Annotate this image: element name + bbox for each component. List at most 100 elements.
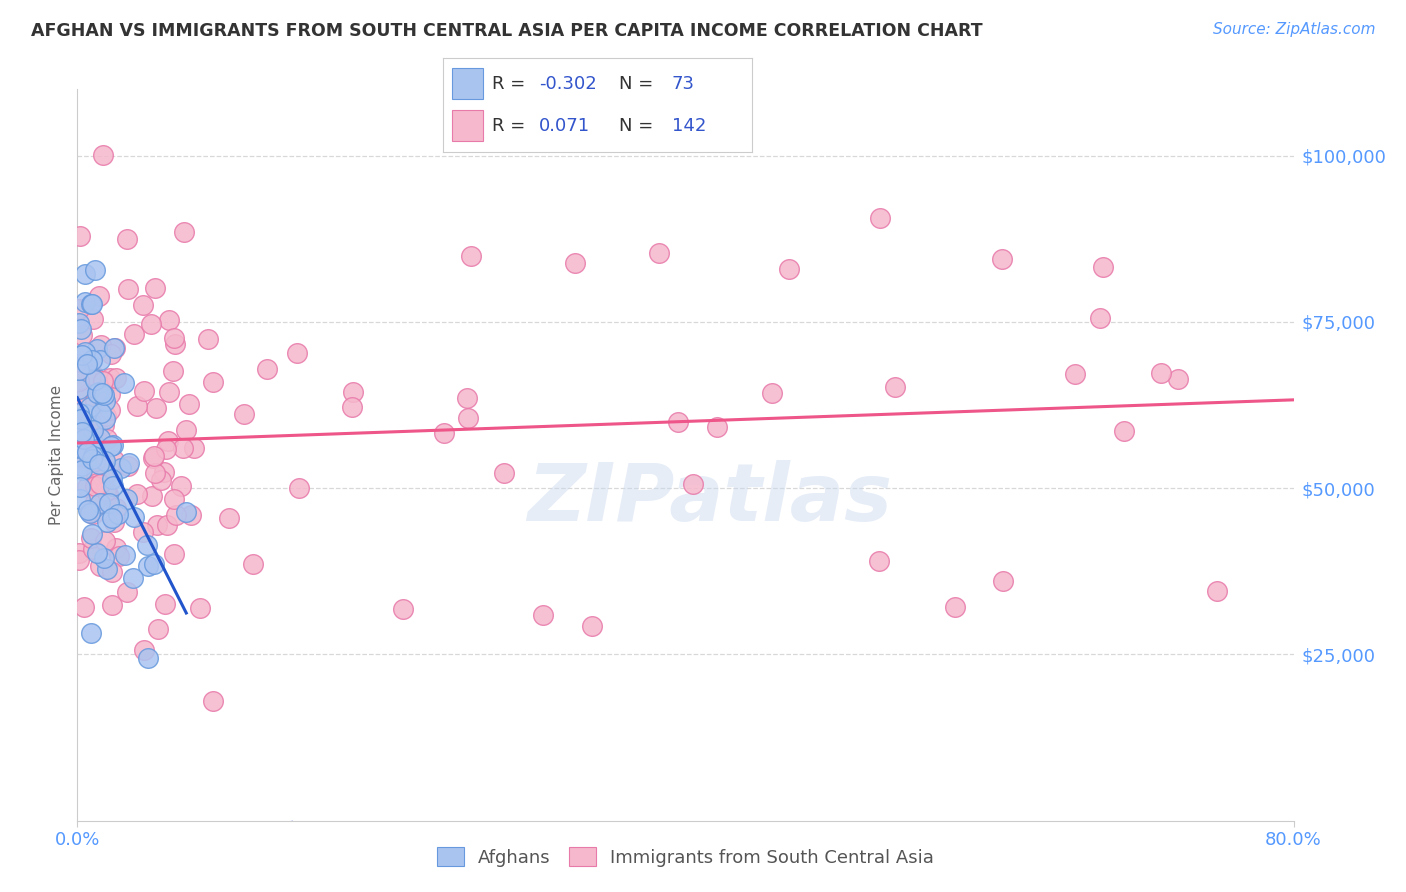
Point	[67, 429, 90, 443]
Text: R =: R =	[492, 117, 531, 135]
Point	[242, 557, 264, 571]
Point	[163, 331, 186, 345]
Point	[132, 643, 155, 657]
Point	[1167, 371, 1189, 385]
Point	[143, 557, 166, 571]
Point	[89, 477, 111, 491]
Point	[67, 357, 90, 371]
Point	[73, 599, 96, 614]
Point	[86, 475, 108, 490]
Point	[79, 507, 101, 521]
Point	[117, 458, 139, 473]
Point	[145, 401, 167, 415]
Point	[868, 554, 890, 568]
Point	[256, 361, 278, 376]
Point	[101, 479, 124, 493]
Point	[82, 541, 104, 556]
Point	[162, 363, 184, 377]
Point	[165, 508, 187, 523]
Point	[103, 452, 125, 467]
Point	[761, 385, 783, 400]
Point	[103, 516, 125, 530]
Point	[104, 541, 127, 555]
Point	[94, 534, 117, 549]
Point	[75, 407, 97, 421]
Point	[135, 538, 157, 552]
Point	[70, 426, 93, 441]
Point	[943, 599, 966, 614]
Point	[69, 480, 91, 494]
Point	[197, 332, 219, 346]
Point	[104, 501, 127, 516]
Point	[706, 420, 728, 434]
Point	[70, 458, 93, 473]
Point	[80, 531, 103, 545]
Point	[342, 384, 364, 399]
Point	[134, 384, 156, 398]
Point	[869, 211, 891, 226]
Point	[165, 336, 187, 351]
Point	[96, 484, 118, 499]
Point	[149, 473, 172, 487]
Point	[96, 467, 118, 481]
Point	[146, 517, 169, 532]
Point	[76, 480, 98, 494]
Point	[100, 472, 122, 486]
Point	[156, 518, 179, 533]
Point	[132, 525, 155, 540]
Point	[1150, 366, 1173, 380]
Point	[177, 396, 200, 410]
Point	[84, 373, 107, 387]
Point	[93, 387, 115, 401]
Point	[97, 496, 120, 510]
Point	[80, 353, 103, 368]
Y-axis label: Per Capita Income: Per Capita Income	[49, 384, 65, 525]
Text: 73: 73	[672, 75, 695, 93]
Point	[84, 394, 107, 409]
Point	[69, 492, 91, 507]
Point	[75, 268, 97, 282]
Point	[67, 553, 90, 567]
Point	[82, 450, 104, 464]
Point	[201, 694, 224, 708]
Point	[103, 341, 125, 355]
Point	[105, 371, 128, 385]
Text: 0.071: 0.071	[538, 117, 591, 135]
Point	[117, 282, 139, 296]
Point	[581, 619, 603, 633]
Point	[83, 479, 105, 493]
Point	[75, 294, 97, 309]
Point	[101, 437, 124, 451]
Point	[100, 346, 122, 360]
Point	[79, 414, 101, 428]
Point	[180, 508, 202, 523]
Point	[69, 229, 91, 244]
Point	[82, 311, 104, 326]
Point	[80, 451, 103, 466]
Point	[82, 426, 104, 441]
Point	[101, 565, 124, 579]
Point	[72, 442, 94, 456]
Point	[80, 296, 103, 310]
Point	[155, 442, 177, 456]
Point	[156, 434, 179, 449]
Point	[69, 363, 91, 377]
Point	[70, 425, 93, 439]
Point	[84, 416, 107, 430]
Point	[79, 400, 101, 414]
Point	[117, 585, 139, 599]
Point	[90, 406, 112, 420]
Point	[648, 246, 671, 260]
Point	[98, 371, 121, 385]
Point	[82, 423, 104, 437]
Point	[93, 412, 115, 426]
Point	[67, 546, 90, 560]
Point	[93, 417, 115, 432]
Point	[163, 492, 186, 507]
Point	[96, 432, 118, 446]
Point	[173, 226, 195, 240]
Point	[143, 280, 166, 294]
Point	[342, 400, 364, 414]
Point	[141, 318, 163, 332]
Point	[86, 386, 108, 401]
